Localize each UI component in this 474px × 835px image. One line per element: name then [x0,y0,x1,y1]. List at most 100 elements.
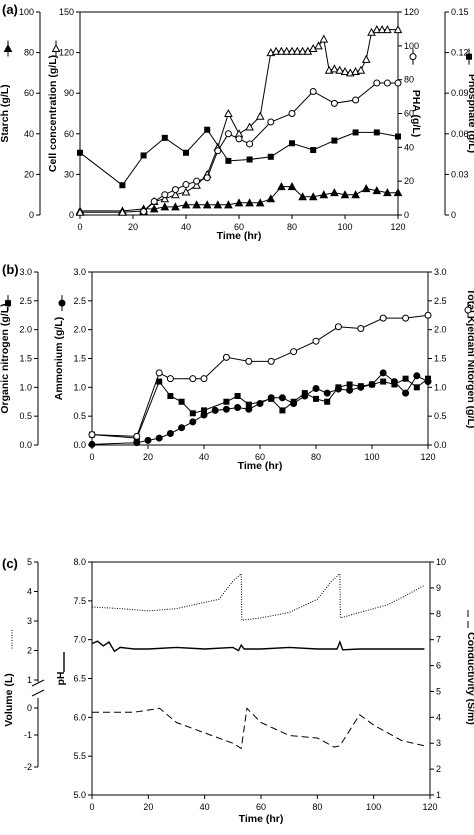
series-ammonium-point [368,380,376,388]
series-ammonium-point [234,404,242,412]
series-cell-point [245,122,254,131]
pha-tick-label: 80 [404,75,414,85]
series-pha-point [373,79,381,87]
series-tkn-point [133,432,141,440]
cell-tick-label: 0 [69,210,74,220]
series-pha-point [224,130,232,138]
series-pha-point [182,181,190,189]
x-tick-label: 120 [422,802,437,812]
series-starch-point [319,190,329,199]
ammonium-tick-label: 0.0 [73,440,86,450]
series-phosphate-point [140,152,147,159]
series-cell-point [292,46,302,55]
series-cell-point [340,66,350,76]
series-starch-point [181,200,191,209]
tkn-tick-label: 1.5 [434,354,447,364]
ammonium-tick-label: 2.0 [73,325,86,335]
tkn-key-marker [464,306,472,314]
series-ammonium-point [222,405,230,413]
panel-label: (b) [2,262,19,277]
series-tkn-point [166,375,174,383]
series-pha-point [235,135,243,143]
cell-key-marker [51,43,61,53]
series-starch-point [192,200,201,209]
ph-tick-label: 8.0 [73,557,86,567]
series-cell-point [393,25,403,34]
axis-break-mark [31,679,45,687]
series-starch-point [361,184,371,193]
series-pha-point [214,147,222,155]
conductivity-axis-title: Conductivity (S/m) [465,632,474,725]
series-ammonium-point [390,378,398,386]
x-tick-label: 40 [199,452,209,462]
series-cell-point [383,25,392,34]
series-ammonium-line [91,372,429,445]
series-starch-point [351,190,360,199]
ph-tick-label: 7.0 [73,635,86,645]
series-pha-point [330,99,338,107]
phosphate-key-marker [466,53,472,60]
conductivity-tick-label: 1 [436,790,441,800]
volume-tick-label: -2 [24,762,32,772]
series-ammonium-point [133,439,141,447]
series-ammonium-point [189,418,197,426]
x-tick-label: 80 [312,802,322,812]
x-tick-label: 20 [128,222,138,232]
series-cell-point [118,207,127,216]
conductivity-tick-label: 2 [436,764,441,774]
ph-tick-label: 6.5 [73,674,86,684]
starch-axis-title: Starch (g/L) [0,84,11,142]
series-ammonium-point [379,369,387,377]
series-tkn-point [155,369,163,377]
x-tick-label: 100 [337,222,352,232]
x-tick-label: 80 [287,222,297,232]
series-cell-line [80,29,398,213]
series-cell-point [314,41,323,50]
phosphate-tick-label: 0 [451,210,456,220]
series-organic-point [156,378,163,385]
series-cell-point [282,46,292,55]
organic-axis-title: Organic nitrogen (g/L) [0,303,11,413]
pha-tick-label: 120 [404,7,419,17]
series-cell-point [361,54,371,63]
ph-tick-label: 5.0 [73,790,86,800]
x-tick-label: 0 [89,452,94,462]
series-pha-point [203,174,211,182]
series-ammonium-point [278,394,286,402]
series-tkn-point [189,375,197,383]
x-tick-label: 120 [390,222,405,232]
series-phosphate-point [289,140,295,147]
series-ph-line [91,572,425,621]
series-cell-point [377,25,387,34]
series-pha-point [267,118,275,126]
x-tick-label: 0 [77,222,82,232]
series-organic-point [413,384,420,391]
ammonium-tick-label: 3.0 [73,267,86,277]
series-cell-point [192,180,201,189]
series-organic-point [189,410,196,417]
x-tick-label: 60 [256,802,266,812]
ammonium-tick-label: 0.5 [73,411,86,421]
series-organic-point [402,375,409,382]
series-organic-point [245,401,252,408]
series-ammonium-point [245,405,253,413]
organic-tick-label: 0.5 [19,411,32,421]
series-tkn-point [379,314,387,322]
cell-tick-label: 90 [64,88,74,98]
series-phosphate-point [267,153,274,160]
series-cell-point [372,25,382,34]
pha-axis-title: PHA (g/L) [410,90,422,137]
series-ammonium-point [166,429,174,437]
series-cell-point [335,65,345,74]
volume-tick-label: 4 [27,587,32,597]
series-phosphate-point [119,182,126,189]
pha-tick-label: 60 [404,109,414,119]
conductivity-tick-label: 6 [436,661,441,671]
series-ammonium-point [346,386,354,394]
pha-tick-label: 100 [404,41,419,51]
series-organic-point [380,378,387,385]
series-cell-point [277,46,286,55]
cell-tick-label: 120 [59,48,74,58]
starch-tick-label: 80 [24,48,34,58]
